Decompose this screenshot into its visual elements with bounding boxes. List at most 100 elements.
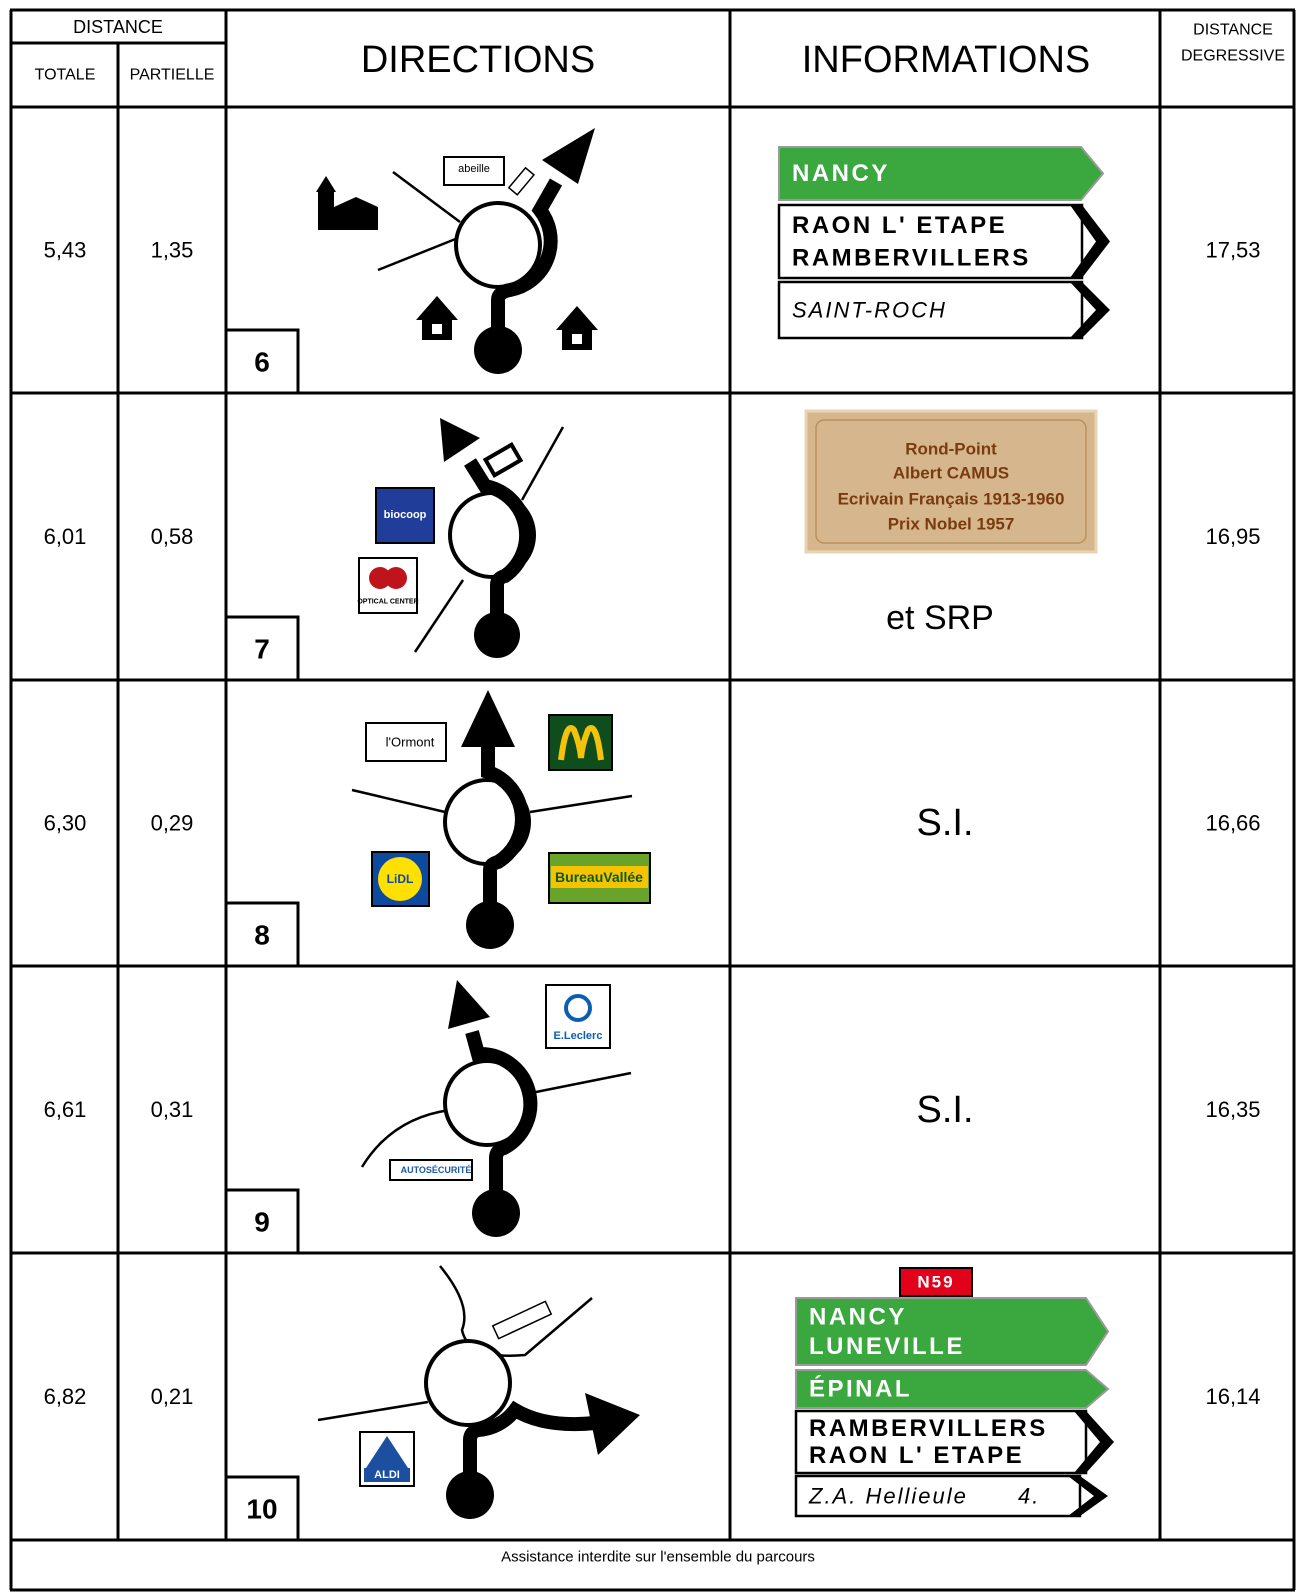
info-note: et SRP: [886, 599, 994, 637]
sign-line: SAINT-ROCH: [792, 298, 947, 323]
header-totale: TOTALE: [35, 67, 96, 84]
sign-line: NANCY: [792, 160, 890, 187]
roundabout-diagram-shape: [542, 128, 595, 184]
sign-chevron: [1068, 1476, 1108, 1516]
logo-label: ALDI: [374, 1469, 400, 1481]
direction-sign: RAON L' ETAPE RAMBERVILLERS: [777, 203, 1110, 280]
route-marker: [899, 1267, 973, 1297]
info-note: S.I.: [916, 802, 973, 844]
distance-totale: 6,82: [44, 1384, 87, 1409]
roundabout-diagram-shape: [446, 1471, 494, 1519]
roundabout-diagram: l'Ormont LiDL BureauVallée: [351, 690, 651, 949]
logo-label: biocoop: [384, 509, 427, 521]
logo-label: BureauVallée: [555, 869, 643, 885]
logo-label: AUTOSÉCURITÉ: [401, 1165, 472, 1175]
route-number: N59: [917, 1273, 954, 1292]
step-number-box: [224, 1475, 300, 1542]
distance-partielle: 1,35: [151, 238, 194, 263]
plaque-line: Ecrivain Français 1913-1960: [838, 490, 1065, 509]
roundabout-diagram-shape: [466, 901, 514, 949]
roundabout-diagram-shape: [366, 1436, 408, 1468]
sign-panel: [794, 1474, 1082, 1518]
plaque-line: Rond-Point: [905, 440, 997, 459]
header: DISTANCE TOTALE PARTIELLE DIRECTIONS INF…: [35, 17, 1285, 84]
roundabout-diagram-shape: [360, 1108, 451, 1168]
roundabout-diagram-shape: [365, 722, 447, 762]
table-grid: [9, 8, 1296, 1592]
roundabout-diagram-shape: [440, 418, 480, 462]
roundabout-diagram-shape-shape: [316, 176, 336, 192]
info-note: S.I.: [916, 1089, 973, 1131]
roundabout-diagram-shape: [529, 794, 633, 814]
distance-degressive: 16,95: [1205, 524, 1260, 549]
distance-partielle: 0,29: [151, 811, 194, 836]
footer-note: Assistance interdite sur l'ensemble du p…: [501, 1549, 815, 1566]
distance-partielle: 0,21: [151, 1384, 194, 1409]
distance-totale: 5,43: [44, 238, 87, 263]
logo-label: l'Ormont: [386, 735, 435, 750]
roundabout-diagram-shape: [369, 567, 391, 589]
logo-label: OPTICAL CENTER: [357, 599, 418, 606]
distance-totale: 6,30: [44, 811, 87, 836]
distance-totale: 6,01: [44, 524, 87, 549]
roundabout-diagram-shape: [474, 612, 520, 658]
distance-degressive: 16,35: [1205, 1097, 1260, 1122]
direction-sign: Z.A. Hellieule 4.: [794, 1474, 1108, 1518]
roundabout-diagram-shape: [392, 170, 461, 224]
direction-sign: NANCY LUNEVILLE: [795, 1297, 1110, 1366]
step-number: 9: [254, 1207, 270, 1238]
roundabout-diagram-shape: [474, 326, 522, 374]
header-distance-degressive: DISTANCE: [1193, 22, 1273, 39]
roundabout-diagram-shape: [413, 579, 465, 653]
roundabout-diagram-shape: [375, 487, 435, 544]
logo-label: LiDL: [387, 872, 414, 886]
roundabout-diagram-shape: [491, 1300, 553, 1340]
step-number-box: [224, 615, 300, 682]
roundabout-diagram-shape: [464, 458, 534, 635]
sign-line: Z.A. Hellieule: [808, 1484, 968, 1509]
sign-chevron: [1074, 1411, 1114, 1473]
roundabout-diagram: abeille: [316, 128, 598, 374]
sign-line: ÉPINAL: [809, 1375, 912, 1403]
sign-panel: [795, 1297, 1110, 1366]
roundabout-diagram-shape: [454, 201, 542, 289]
distance-degressive: 16,66: [1205, 811, 1260, 836]
distance-degressive: 16,14: [1205, 1384, 1260, 1409]
sign-line: LUNEVILLE: [809, 1333, 965, 1360]
step-number-box: [224, 1188, 300, 1255]
distance-degressive: 17,53: [1205, 238, 1260, 263]
header-distance: DISTANCE: [73, 17, 163, 37]
sign-panel: [777, 280, 1084, 340]
roundabout-diagram-shape: [377, 236, 459, 272]
roundabout-diagram-shape: [572, 334, 582, 344]
step-number: 7: [254, 634, 270, 665]
roundabout-diagram-shape: [461, 690, 515, 747]
roundabout-diagram: ALDI: [317, 1265, 640, 1519]
header-informations: INFORMATIONS: [802, 39, 1091, 81]
sign-panel: [777, 203, 1084, 280]
roundabout-diagram-shape: [491, 178, 563, 350]
sign-panel: [795, 1369, 1110, 1409]
roundabout-diagram: biocoop OPTICAL CENTER: [357, 418, 565, 658]
roundabout-diagram-shape: [472, 1189, 520, 1237]
roundabout-diagram-shape: [424, 1339, 512, 1427]
step-number: 8: [254, 920, 270, 951]
roundabout-diagram-shape: [520, 426, 565, 501]
roundabout-diagram-shape: [385, 567, 407, 589]
direction-sign: SAINT-ROCH: [777, 280, 1110, 340]
roundabout-diagram-shape: [351, 788, 446, 814]
street-plaque-shape: [815, 419, 1087, 544]
logo-label: E.Leclerc: [554, 1030, 603, 1042]
street-plaque-shape: [804, 409, 1098, 554]
roundabout-diagram-shape: [481, 745, 529, 925]
roundabout-diagram-shape: [463, 1400, 596, 1495]
roundabout-diagram-shape: [448, 980, 490, 1029]
direction-sign: ÉPINAL: [795, 1369, 1110, 1409]
roundabout-diagram-shape: [564, 994, 592, 1022]
header-distance-degressive: DEGRESSIVE: [1181, 48, 1285, 65]
sign-panel: [794, 1409, 1088, 1475]
roundabout-diagram-shape-shape: [318, 192, 334, 230]
step-number-box: [224, 901, 300, 968]
sign-line: RAON L' ETAPE: [792, 212, 1007, 239]
